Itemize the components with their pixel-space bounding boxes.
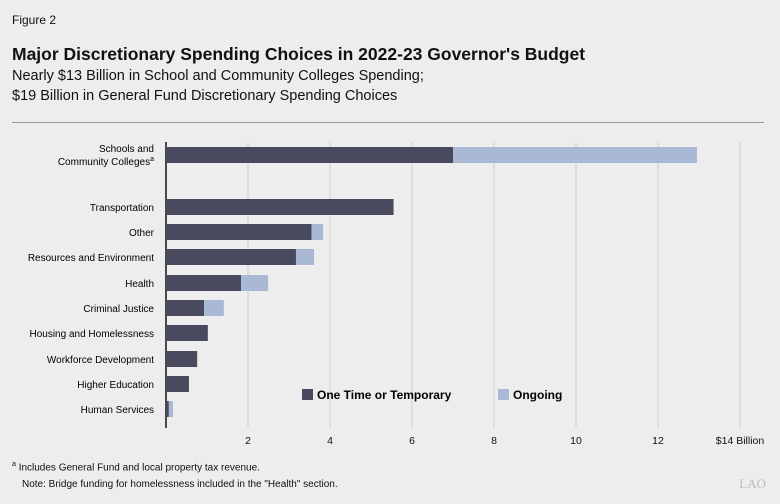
bar-one-time xyxy=(166,351,198,367)
x-tick-label: 10 xyxy=(570,435,582,447)
bar-one-time xyxy=(166,249,296,265)
chart-subtitle-line-2: $19 Billion in General Fund Discretionar… xyxy=(12,88,398,104)
x-tick-label: 12 xyxy=(652,435,664,447)
bar-one-time xyxy=(166,147,453,163)
bar-ongoing xyxy=(453,147,697,163)
chart-title: Major Discretionary Spending Choices in … xyxy=(12,44,586,64)
bar-one-time xyxy=(166,325,208,341)
bar-ongoing xyxy=(204,300,224,316)
chart-subtitle-line-1: Nearly $13 Billion in School and Communi… xyxy=(12,68,424,84)
bar-ongoing xyxy=(168,401,173,417)
x-tick-label: 2 xyxy=(245,435,251,447)
category-label: Resources and Environment xyxy=(28,253,154,264)
bar-ongoing xyxy=(241,275,269,291)
superscript: a xyxy=(150,156,154,163)
category-label: Housing and Homelessness xyxy=(29,329,154,340)
category-label: Health xyxy=(125,279,154,290)
category-label: Other xyxy=(129,228,155,239)
bar-one-time xyxy=(166,199,394,215)
bar-one-time xyxy=(166,300,205,316)
category-label: Human Services xyxy=(81,405,154,416)
category-label: Higher Education xyxy=(77,380,154,391)
lao-logo: LAO xyxy=(739,476,766,491)
bar-one-time xyxy=(166,224,312,240)
category-label: Schools and xyxy=(99,144,154,155)
footnote-note: Note: Bridge funding for homelessness in… xyxy=(22,479,338,490)
x-tick-label: 8 xyxy=(491,435,497,447)
bar-one-time xyxy=(166,275,242,291)
legend-swatch xyxy=(498,389,509,400)
footnote-marker: a xyxy=(12,461,16,468)
title-divider xyxy=(12,122,764,123)
category-label: Transportation xyxy=(90,203,154,214)
legend-label: One Time or Temporary xyxy=(317,388,452,402)
footnote-a-text: Includes General Fund and local property… xyxy=(18,462,260,474)
category-label: Workforce Development xyxy=(47,355,154,366)
x-tick-label: 6 xyxy=(409,435,415,447)
x-tick-label: 4 xyxy=(327,435,333,447)
category-label: Community Collegesa xyxy=(58,156,154,168)
legend-label: Ongoing xyxy=(513,388,562,402)
category-label: Criminal Justice xyxy=(83,304,154,315)
footnote-a: a Includes General Fund and local proper… xyxy=(12,461,260,473)
x-tick-label: $14 Billion xyxy=(716,435,765,447)
bar-ongoing xyxy=(295,249,315,265)
bar-one-time xyxy=(166,401,169,417)
bar-one-time xyxy=(166,376,189,392)
figure-label: Figure 2 xyxy=(12,13,57,27)
legend-swatch xyxy=(302,389,313,400)
bar-ongoing xyxy=(311,224,324,240)
